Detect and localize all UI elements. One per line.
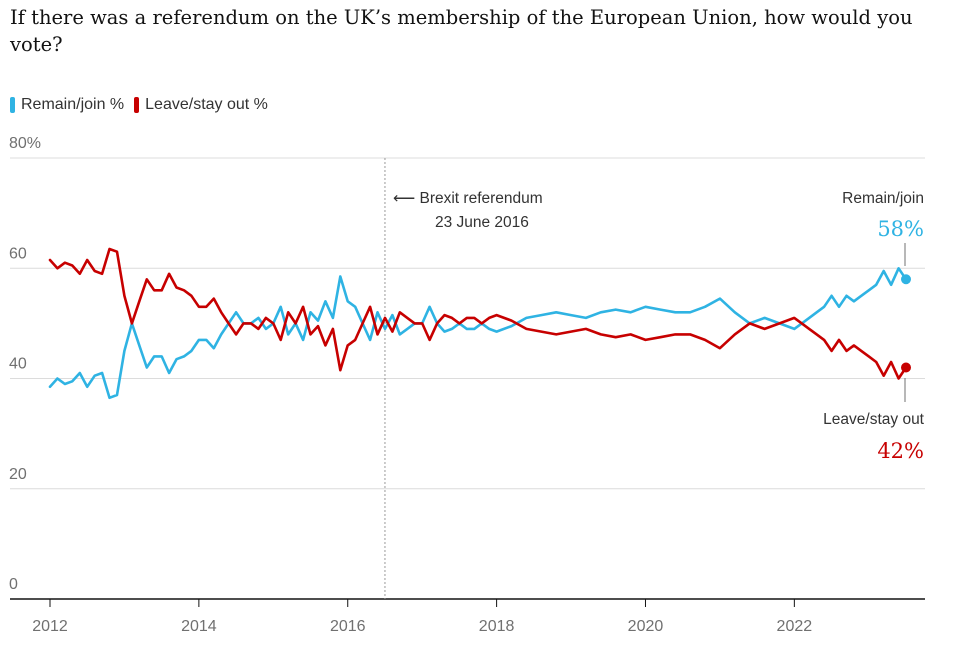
x-tick-label: 2016 (330, 618, 366, 635)
x-tick-label: 2020 (628, 618, 664, 635)
x-tick-label: 2022 (777, 618, 813, 635)
leave-line (48, 247, 908, 380)
y-tick-label: 0 (9, 576, 18, 593)
referendum-label: ⟵ Brexit referendum (393, 190, 543, 207)
remain-line (48, 267, 908, 400)
x-tick-label: 2012 (32, 618, 68, 635)
series-lines (48, 247, 911, 400)
y-tick-label: 20 (9, 466, 27, 483)
remain-end-dot (901, 274, 911, 285)
legend-label-remain: Remain/join % (21, 96, 125, 113)
referendum-date: 23 June 2016 (435, 214, 529, 231)
legend-item-leave: Leave/stay out % (134, 96, 268, 114)
grid (10, 157, 925, 490)
legend-swatch-remain (10, 97, 15, 113)
leave-end-value: 42% (877, 439, 924, 463)
legend: Remain/join % Leave/stay out % (10, 94, 278, 116)
leave-end-dot (901, 362, 911, 373)
legend-label-leave: Leave/stay out % (145, 96, 268, 113)
x-tick-label: 2018 (479, 618, 515, 635)
x-axis-ticks: 2012 2014 2016 2018 2020 2022 (32, 599, 812, 635)
x-tick-label: 2014 (181, 618, 217, 635)
remain-end-label: Remain/join (842, 190, 924, 207)
legend-swatch-leave (134, 97, 140, 113)
y-tick-label: 60 (9, 245, 27, 262)
y-axis-labels: 80% 60 40 20 0 (9, 135, 41, 593)
remain-end-value: 58% (877, 217, 924, 241)
y-tick-label: 80% (9, 135, 41, 152)
y-tick-label: 40 (9, 356, 27, 373)
leave-end-label: Leave/stay out (823, 411, 925, 428)
legend-item-remain: Remain/join % (10, 96, 124, 114)
end-labels: Remain/join 58% Leave/stay out 42% (823, 190, 925, 463)
chart-title: If there was a referendum on the UK’s me… (10, 6, 913, 56)
referendum-annotation: ⟵ Brexit referendum 23 June 2016 (384, 158, 543, 599)
